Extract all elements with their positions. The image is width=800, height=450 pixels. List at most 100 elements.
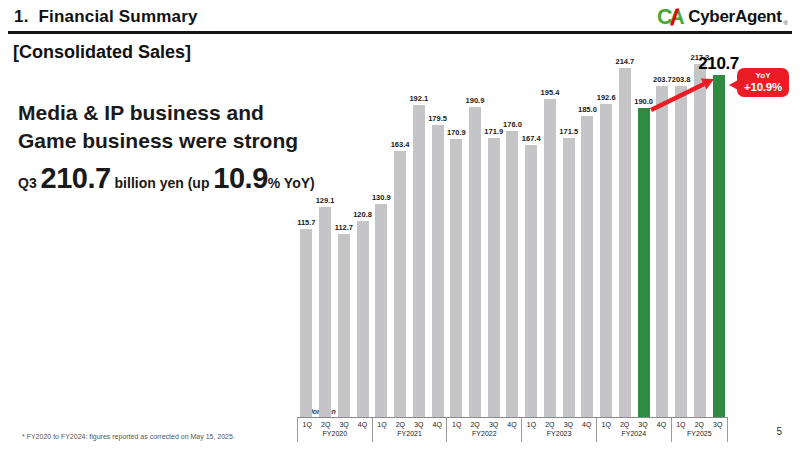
axis-group-FY2025: 1Q2Q3QFY2025 [671,418,728,442]
bar-cell-FY2023-4Q: 185.0 [578,60,597,417]
bar-FY2021-4Q [432,125,444,417]
quarter-label-FY2020-3Q: 3Q [335,421,353,428]
bar-FY2022-2Q [469,107,481,417]
axis-group-FY2024: 1Q2Q3Q4QFY2024 [596,418,671,442]
bar-cell-FY2022-4Q: 176.0 [503,60,522,417]
bar-value-FY2021-4Q: 179.5 [428,114,447,123]
bar-value-FY2023-2Q: 195.4 [541,88,560,97]
bar-value-FY2023-4Q: 185.0 [578,105,597,114]
fiscal-year-label-FY2024: FY2024 [597,430,671,437]
page-title: 1. Financial Summary [14,7,198,27]
fiscal-year-label-FY2022: FY2022 [447,430,521,437]
yoy-callout-value: +10.9% [737,82,789,94]
yoy-callout-label: YoY [737,72,789,80]
quarter-label-FY2022-3Q: 3Q [484,421,502,428]
bar-cell-FY2020-2Q: 129.1 [316,60,335,417]
bar-value-FY2025-1Q: 203.8 [672,75,691,84]
bar-cell-FY2021-3Q: 192.1 [409,60,428,417]
quarter-label-FY2023-1Q: 1Q [522,421,540,428]
bar-value-FY2021-2Q: 163.4 [391,140,410,149]
kpi-mid: billion yen (up [111,175,214,191]
bar-cell-FY2020-4Q: 120.8 [353,60,372,417]
axis-group-FY2020: 1Q2Q3Q4Q FY2020 [297,418,372,442]
registered-mark: ® [784,20,788,26]
bar-cell-FY2024-4Q: 203.7 [653,60,672,417]
footnote: * FY2020 to FY2024: figures reported as … [22,433,235,440]
bar-FY2023-3Q [563,138,575,417]
bar-value-FY2020-3Q: 112.7 [335,223,353,232]
fiscal-year-label-FY2023: FY2023 [522,430,596,437]
bar-FY2025-3Q [713,75,725,417]
bar-cell-FY2020-1Q: 115.7 [297,60,316,417]
cyberagent-logo-icon: C A [658,5,686,29]
section-title: [Consolidated Sales] [13,42,191,63]
quarter-labels-FY2020: 1Q2Q3Q4Q [298,418,372,428]
bar-FY2022-3Q [488,138,500,417]
bar-value-FY2024-4Q: 203.7 [653,75,672,84]
bar-FY2024-2Q [619,68,631,417]
quarter-labels-FY2021: 1Q2Q3Q4Q [373,418,447,428]
logo-wordmark: CyberAgent [688,7,781,27]
bar-cell-FY2021-2Q: 163.4 [391,60,410,417]
bar-value-FY2022-4Q: 176.0 [503,120,522,129]
bar-FY2020-4Q [357,221,369,417]
bar-cell-FY2025-1Q: 203.8 [672,60,691,417]
quarter-label-FY2025-3Q: 3Q [709,421,727,428]
quarter-label-FY2020-1Q: 1Q [298,421,316,428]
quarter-label-FY2024-4Q: 4Q [652,421,670,428]
bar-value-FY2020-4Q: 120.8 [353,210,372,219]
chart-plot-area: Billion Yen 115.7129.1112.7120.8130.9163… [297,60,728,417]
bar-FY2025-2Q [694,64,706,417]
bar-FY2020-2Q [319,207,331,417]
bar-FY2020-1Q [300,229,312,417]
bar-FY2023-4Q [581,116,593,417]
headline-line2: Game business were strong [18,127,298,155]
quarter-label-FY2021-4Q: 4Q [428,421,446,428]
axis-group-FY2022: 1Q2Q3Q4Q FY2022 [446,418,521,442]
header-divider [8,31,792,34]
bar-cell-FY2021-1Q: 130.9 [372,60,391,417]
bar-cell-FY2023-1Q: 167.4 [522,60,541,417]
sales-bar-chart: Billion Yen 115.7129.1112.7120.8130.9163… [297,60,728,442]
quarter-label-FY2022-1Q: 1Q [447,421,465,428]
kpi-value: 210.7 [41,162,111,195]
kpi-prefix: Q3 [18,175,41,191]
bar-FY2023-2Q [544,99,556,417]
bar-FY2024-4Q [656,86,668,417]
quarter-label-FY2022-4Q: 4Q [503,421,521,428]
kpi-percent: 10.9 [213,162,267,195]
axis-group-FY2023: 1Q2Q3Q4Q FY2023 [521,418,596,442]
bar-group-FY2023: 167.4195.4 171.5 185.0 [522,60,597,417]
kpi-line: Q3 210.7 billion yen (up 10.9 % YoY) [18,162,315,195]
bar-cell-FY2022-1Q: 170.9 [447,60,466,417]
bar-group-FY2024: 192.6214.7190.0203.7 [597,60,672,417]
quarter-label-FY2022-2Q: 2Q [466,421,484,428]
bar-value-FY2023-3Q: 171.5 [559,127,578,136]
quarter-labels-FY2022: 1Q2Q3Q4Q [447,418,521,428]
bar-cell-FY2025-2Q: 217.3 [691,60,710,417]
quarter-label-FY2025-1Q: 1Q [672,421,690,428]
bar-value-FY2020-2Q: 129.1 [316,196,335,205]
bar-FY2021-1Q [375,204,387,417]
bar-cell-FY2025-3Q: 210.7 [709,60,728,417]
headline: Media & IP business and Game business we… [18,99,298,155]
quarter-labels-FY2023: 1Q2Q3Q4Q [522,418,596,428]
quarter-label-FY2021-2Q: 2Q [391,421,409,428]
bar-group-FY2020: 115.7 129.1 112.7120.8 [297,60,372,417]
bar-FY2021-2Q [394,151,406,417]
bar-value-FY2020-1Q: 115.7 [297,218,315,227]
bar-group-FY2022: 170.9190.9171.9176.0 [447,60,522,417]
bar-FY2021-3Q [413,105,425,417]
bar-group-FY2021: 130.9163.4192.1179.5 [372,60,447,417]
quarter-label-FY2023-3Q: 3Q [559,421,577,428]
headline-line1: Media & IP business and [18,99,298,127]
bar-cell-FY2022-3Q: 171.9 [484,60,503,417]
axis-group-FY2021: 1Q2Q3Q4QFY2021 [372,418,447,442]
bar-value-FY2022-1Q: 170.9 [447,128,466,137]
fiscal-year-label-FY2020: FY2020 [298,430,372,437]
bar-value-FY2024-3Q: 190.0 [634,97,653,106]
quarter-label-FY2025-2Q: 2Q [690,421,708,428]
bar-group-FY2025: 203.8217.3210.7 [672,60,728,417]
quarter-label-FY2023-4Q: 4Q [578,421,596,428]
bar-value-FY2024-2Q: 214.7 [616,57,635,66]
